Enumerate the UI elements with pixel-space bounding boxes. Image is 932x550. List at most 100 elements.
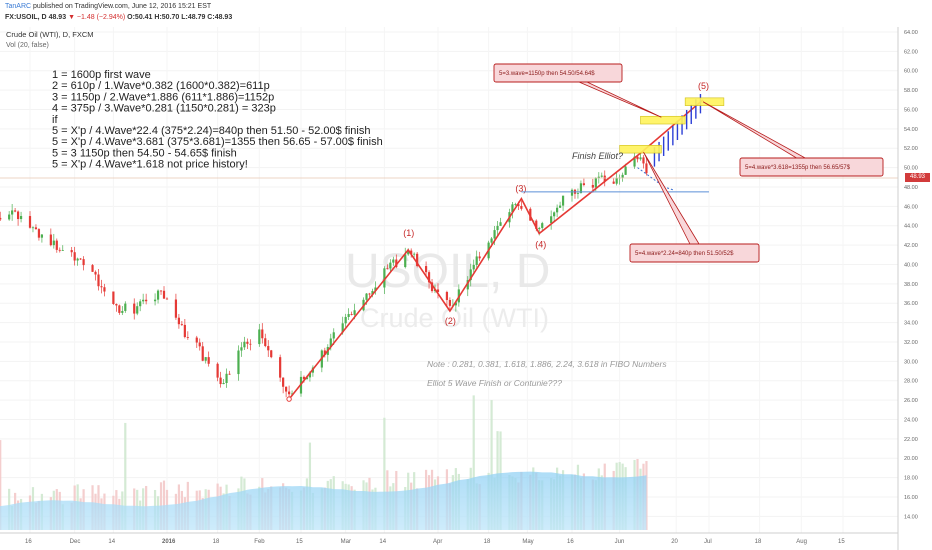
publish-line: TanARC published on TradingView.com, Jun… (5, 3, 211, 10)
candle-up (329, 338, 332, 348)
candle-up (493, 230, 496, 239)
callout-wave4-224-text: 5=4.wave*2.24=840p then 51.50/52$ (635, 251, 734, 257)
candle-up (475, 256, 478, 265)
candle-down (642, 157, 645, 164)
volume-bar (124, 422, 127, 530)
candle-up (371, 290, 374, 295)
callout-wave4-3618-pointer (702, 101, 822, 168)
candle-up (332, 332, 335, 339)
candle-up (615, 178, 618, 184)
candle-up (624, 166, 627, 175)
candle-up (204, 357, 207, 361)
candle-up (472, 264, 475, 270)
elliot-question: Elliot 5 Wave Finish or Contunie??? (427, 378, 562, 388)
candle-up (556, 207, 559, 213)
x-tick-label: May (522, 539, 533, 545)
candle-up (383, 268, 386, 288)
candle-down (427, 272, 431, 283)
candle-down (207, 357, 210, 364)
x-tick-label: Mar (341, 539, 351, 545)
y-tick-label: 38.00 (904, 282, 918, 288)
x-tick-label: 15 (296, 539, 303, 545)
candle-down (323, 350, 326, 355)
x-tick-label: 16 (567, 539, 574, 545)
candle-up (490, 238, 493, 243)
watermark-name: Crude Oil (WTI) (360, 303, 549, 333)
candle-up (139, 301, 142, 307)
candle-down (159, 290, 163, 292)
x-tick-label: 16 (25, 539, 32, 545)
candles-layer (0, 152, 648, 400)
ohlc-values: O:50.41 H:50.70 L:48.79 C:48.93 (127, 14, 233, 21)
candle-down (410, 250, 413, 255)
candle-down (118, 305, 121, 313)
callout-wave4-3618 (739, 157, 884, 177)
candle-down (395, 259, 398, 268)
y-tick-label: 26.00 (904, 398, 918, 404)
y-tick-label: 30.00 (904, 359, 918, 365)
candle-down (58, 249, 61, 251)
candle-up (469, 269, 472, 281)
publish-header: TanARC published on TradingView.com, Jun… (0, 0, 932, 27)
candle-down (201, 346, 204, 361)
candle-down (49, 234, 52, 246)
wave-origin-dot (286, 396, 292, 402)
candle-up (121, 310, 124, 313)
candle-down (97, 274, 100, 287)
wave-note: 2 = 610p / 1.Wave*0.382 (1600*0.382)=611… (52, 80, 270, 92)
x-tick-label: Apr (433, 539, 442, 545)
candle-up (237, 350, 240, 375)
candle-up (347, 314, 350, 317)
quote-line: FX:USOIL, D 48.93 ▼ −1.48 (−2.94%) O:50.… (5, 14, 232, 21)
candle-down (368, 293, 371, 295)
candle-up (454, 302, 457, 306)
candle-down (267, 346, 270, 351)
candle-down (282, 377, 285, 387)
series-legend: Crude Oil (WTI), D, FXCM (6, 30, 94, 39)
candle-up (124, 303, 127, 311)
candle-up (499, 222, 502, 226)
candle-up (633, 156, 636, 167)
volume-bar (472, 395, 475, 530)
candle-up (553, 212, 556, 217)
x-tick-label: 18 (484, 539, 491, 545)
y-tick-label: 46.00 (904, 204, 918, 210)
candle-down (430, 282, 434, 292)
candle-down (162, 290, 166, 299)
y-tick-label: 22.00 (904, 437, 918, 443)
candle-down (386, 268, 389, 270)
candle-down (195, 337, 198, 343)
volume-layer (0, 395, 648, 530)
candle-up (258, 329, 261, 345)
candle-up (374, 287, 377, 291)
candle-up (240, 347, 243, 351)
candle-down (186, 337, 189, 338)
candle-down (177, 317, 181, 325)
candle-down (133, 303, 136, 314)
candle-down (79, 258, 82, 260)
candle-up (19, 216, 23, 220)
candle-down (82, 259, 85, 266)
candle-up (538, 227, 541, 229)
callout-wave3-text: 5=3.wave=1150p then 54.50/54.64$ (499, 71, 595, 77)
candle-up (305, 377, 309, 380)
price-chart[interactable]: USOIL, D Crude Oil (WTI) (1) (2) (3) (4) (5)… (0, 27, 932, 550)
wave-note: 1 = 1600p first wave (52, 69, 151, 81)
y-tick-label: 48.00 (904, 185, 918, 191)
last-price: 48.93 (48, 14, 67, 21)
candle-up (558, 205, 562, 208)
candle-down (94, 271, 97, 275)
volume-legend: Vol (20, false) (6, 42, 49, 49)
wave-label: (1) (403, 228, 414, 238)
volume-bar (308, 442, 312, 530)
finish-annotation: Finish Elliot? (572, 151, 623, 161)
candle-up (225, 373, 228, 383)
candle-up (550, 216, 553, 224)
candle-down (55, 240, 58, 250)
candle-up (389, 262, 392, 269)
candle-down (478, 256, 481, 259)
candle-down (246, 341, 249, 344)
wave-note: 3 = 1150p / 2.Wave*1.886 (611*1.886)=115… (52, 91, 274, 103)
x-tick-label: Jul (704, 539, 712, 545)
author-link[interactable]: TanARC (5, 3, 32, 10)
